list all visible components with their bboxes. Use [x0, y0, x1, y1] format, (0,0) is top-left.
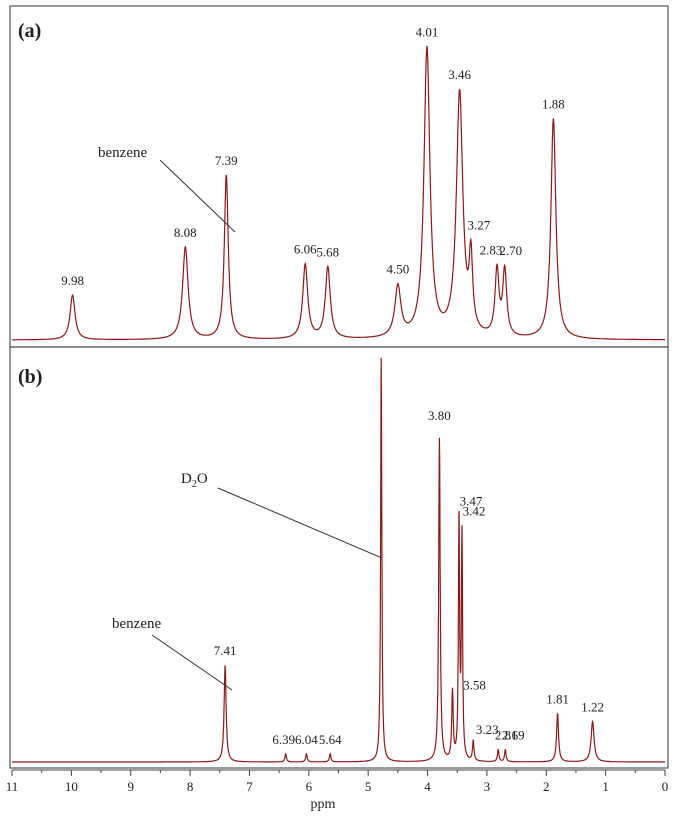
- peak-label-a-9: 2.83: [480, 242, 503, 257]
- benzene-a-leader: [159, 159, 236, 233]
- benzene-b-leader: [151, 634, 233, 691]
- peak-label-b-8: 3.42: [463, 503, 486, 518]
- peak-label-a-4: 5.68: [316, 244, 339, 259]
- peak-label-b-10: 2.81: [495, 727, 518, 742]
- peak-label-b-3: 5.64: [319, 732, 342, 747]
- x-axis-label: ppm: [311, 797, 336, 812]
- d2o-label-sub: 2: [192, 479, 197, 490]
- peak-label-a-11: 1.88: [542, 97, 565, 112]
- peak-label-a-3: 6.06: [294, 242, 317, 257]
- spectrum-b-trace: [12, 357, 665, 763]
- d2o-label: D2O: [181, 471, 208, 490]
- d2o-leader: [217, 487, 383, 559]
- x-tick-label-9: 9: [127, 779, 134, 794]
- x-tick-label-7: 7: [246, 779, 253, 794]
- peak-label-b-12: 1.81: [546, 691, 569, 706]
- peak-label-a-6: 4.01: [416, 24, 439, 39]
- x-tick-label-6: 6: [306, 779, 313, 794]
- peak-label-b-9: 3.23: [476, 722, 499, 737]
- d2o-label-d: D: [181, 471, 192, 487]
- peak-label-b-13: 1.22: [581, 700, 604, 715]
- d2o-label-o: O: [197, 471, 208, 487]
- peak-label-b-2: 6.04: [295, 732, 318, 747]
- x-tick-label-5: 5: [365, 779, 372, 794]
- peak-label-a-10: 2.70: [499, 243, 522, 258]
- spectrum-b: 7.41 6.39 6.04 5.64 3.80 3.58 3.473.42 3.232.81…: [12, 357, 665, 763]
- peak-label-b-5: 3.80: [428, 408, 451, 423]
- x-tick-label-3: 3: [484, 779, 491, 794]
- peak-label-a-5: 4.50: [387, 262, 410, 277]
- peak-label-b-6: 3.58: [463, 678, 486, 693]
- peak-label-b-11: 2.69: [502, 727, 525, 742]
- benzene-b-label: benzene: [112, 616, 161, 632]
- x-tick-label-0: 0: [662, 779, 669, 794]
- x-axis: 11 10 9 8 7 6 5 4 3 2 1 0: [6, 769, 669, 794]
- panel-a-label: (a): [18, 20, 41, 42]
- peak-label-a-0: 9.98: [61, 273, 84, 288]
- x-tick-label-10: 10: [65, 779, 78, 794]
- peak-label-a-1: 8.08: [174, 225, 197, 240]
- peak-label-a-8: 3.27: [468, 218, 491, 233]
- x-tick-label-1: 1: [602, 779, 609, 794]
- panel-b-label: (b): [18, 366, 42, 388]
- panel-a-frame: [9, 5, 669, 348]
- peak-label-a-2: 7.39: [215, 153, 238, 168]
- peak-label-b-7: 3.47: [460, 493, 483, 508]
- x-tick-label-11: 11: [6, 779, 19, 794]
- x-tick-label-2: 2: [543, 779, 550, 794]
- x-tick-label-8: 8: [187, 779, 194, 794]
- spectrum-a: 9.98 8.08 7.39 6.06 5.68 4.50 4.01 3.46 3.27 2.83…: [12, 24, 665, 341]
- benzene-a-label: benzene: [98, 145, 147, 161]
- peak-label-a-7: 3.46: [448, 67, 471, 82]
- x-tick-label-4: 4: [424, 779, 431, 794]
- panel-b-frame: [9, 346, 669, 769]
- peak-label-b-1: 6.39: [272, 732, 295, 747]
- peak-label-b-0: 7.41: [214, 643, 237, 658]
- spectrum-a-trace: [12, 46, 665, 341]
